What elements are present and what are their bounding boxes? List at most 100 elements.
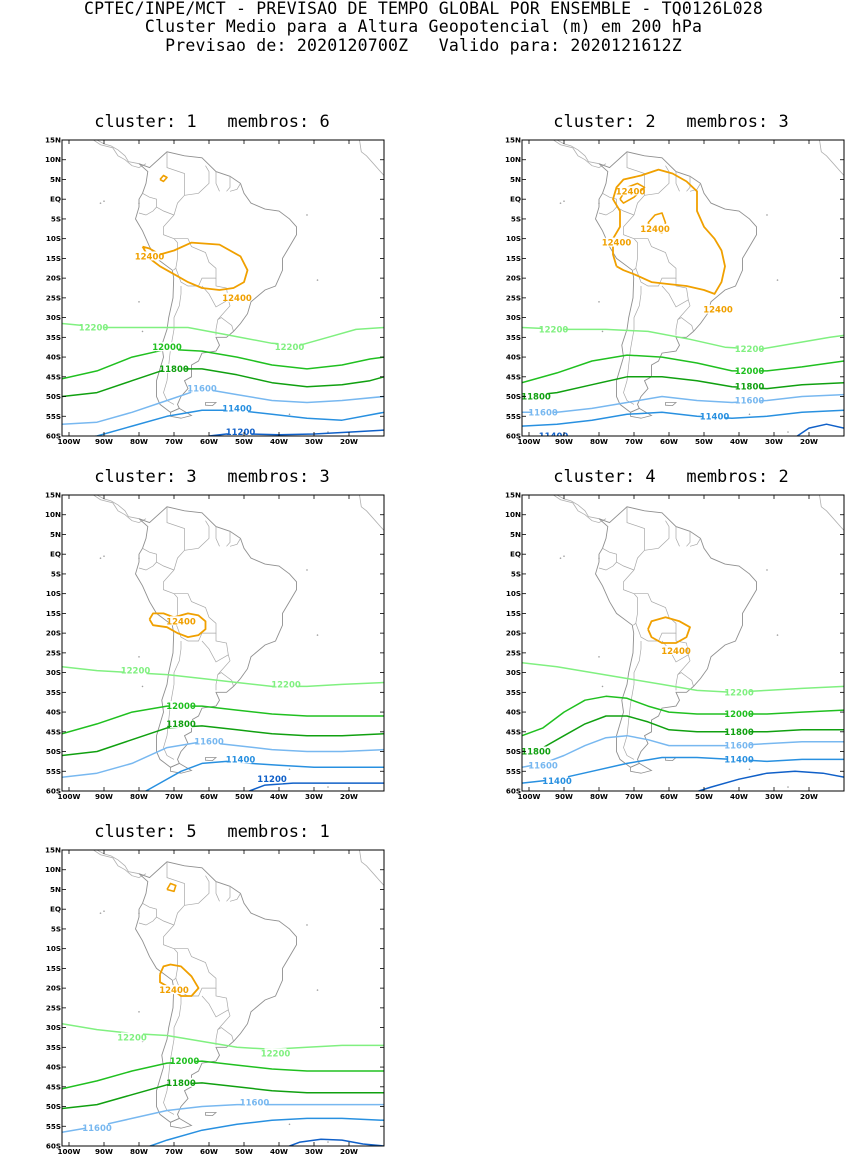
contour-label-bg [198, 736, 220, 746]
country-border [217, 1009, 231, 1030]
contour-label-bg [275, 679, 297, 689]
lat-label: 10N [505, 510, 521, 519]
island-dot [559, 202, 562, 204]
country-border [623, 286, 642, 405]
island-outline [170, 762, 193, 774]
lat-label: 25S [46, 293, 61, 302]
coastline-africa [359, 140, 384, 177]
lon-label: 90W [95, 437, 113, 446]
country-border [163, 214, 178, 271]
lat-label: 40S [46, 1063, 61, 1072]
lat-label: EQ [50, 905, 61, 914]
contour-label-bg [229, 754, 252, 764]
contour-label: 12200 [271, 680, 301, 690]
lon-label: 80W [130, 437, 148, 446]
lon-label: 50W [695, 437, 713, 446]
lat-label: 5S [511, 214, 521, 223]
island-dot [316, 989, 319, 991]
lat-label: 40S [506, 708, 521, 717]
country-border [229, 183, 241, 192]
contour-label: 11400 [226, 755, 256, 765]
lat-label: 10N [45, 155, 61, 164]
lon-label: 20W [340, 1147, 358, 1156]
island-dot [138, 1011, 140, 1013]
country-border [201, 988, 229, 1018]
lat-label: 20S [46, 274, 61, 283]
country-border [184, 875, 210, 906]
contour-label-bg [229, 427, 252, 436]
country-border [675, 526, 680, 547]
lon-label: 20W [800, 437, 818, 446]
island-outline [205, 402, 218, 407]
country-border [689, 183, 701, 192]
contour-line [522, 409, 844, 427]
lon-label: 70W [625, 437, 643, 446]
lat-label: 10S [506, 234, 521, 243]
country-border [184, 165, 210, 196]
country-border [215, 672, 234, 691]
lon-label: 20W [800, 792, 818, 801]
contour-label: 12200 [261, 1049, 291, 1059]
lon-label: 70W [165, 792, 183, 801]
lat-label: 20S [46, 629, 61, 638]
lat-label: 35S [506, 333, 521, 342]
coastline-central-america [93, 495, 147, 524]
panel-title-4: cluster: 4 membros: 2 [553, 467, 789, 487]
lon-label: 100W [58, 1147, 81, 1156]
island-dot [99, 912, 102, 914]
lon-label: 50W [695, 792, 713, 801]
country-border [166, 151, 185, 216]
header-line-1: CPTEC/INPE/MCT - PREVISAO DE TEMPO GLOBA… [84, 0, 763, 18]
island-dot [766, 569, 768, 571]
contour-line [148, 612, 207, 639]
contour-label-bg [644, 223, 666, 233]
island-dot [141, 330, 144, 333]
contour-label: 11400 [542, 777, 572, 787]
contour-label: 12000 [735, 367, 765, 377]
country-border [634, 238, 677, 287]
map-content: 12400 12200 12200 12000 11800 11600 11600 [62, 850, 384, 1146]
country-border [689, 538, 701, 547]
country-border [598, 561, 617, 571]
contour-label: 12200 [121, 667, 151, 677]
lat-label: 15S [506, 254, 521, 263]
lat-label: 15S [46, 254, 61, 263]
contour-label: 12000 [170, 1057, 200, 1067]
country-border [598, 206, 617, 216]
contour-label-bg [738, 381, 761, 391]
island-dot [103, 910, 105, 912]
lon-label: 80W [130, 792, 148, 801]
map-panel-5: 12400 12200 12200 12000 11800 11600 11600 15N 10… [45, 846, 385, 1156]
contour-label-bg [226, 403, 248, 413]
lat-label: 15S [506, 609, 521, 618]
island-dot [748, 768, 751, 771]
lat-label: 10N [45, 865, 61, 874]
island-outline [630, 762, 653, 774]
contour-label-bg [173, 1056, 196, 1066]
country-border [623, 214, 638, 271]
lat-label: 50S [46, 392, 61, 401]
lon-label: 30W [305, 1147, 323, 1156]
lat-label: 30S [46, 313, 61, 322]
contour-label: 11800 [724, 728, 754, 738]
lon-label: 100W [518, 437, 541, 446]
map-svg: 12400 12200 12200 12000 11800 116001140011200… [45, 491, 385, 801]
map-svg: 12400 12200 12000 11800 11800 11600 11600 11400… [505, 491, 845, 801]
country-border [686, 176, 691, 192]
island-dot [306, 214, 308, 216]
island-dot [99, 202, 102, 204]
lat-label: 55S [46, 412, 61, 421]
coastline-south-america [595, 506, 757, 768]
contour-line [247, 782, 384, 791]
lat-label: 15S [46, 609, 61, 618]
lat-label: 5N [50, 175, 61, 184]
contour-label-bg [728, 754, 750, 764]
contour-label-bg [264, 1048, 287, 1058]
contour-label: 12400 [222, 294, 252, 304]
lat-label: 10S [506, 589, 521, 598]
lat-label: 50S [46, 1102, 61, 1111]
coastline-central-america [555, 495, 600, 520]
lat-label: 10S [46, 234, 61, 243]
country-border [174, 593, 217, 642]
contour-label-bg [728, 709, 750, 719]
